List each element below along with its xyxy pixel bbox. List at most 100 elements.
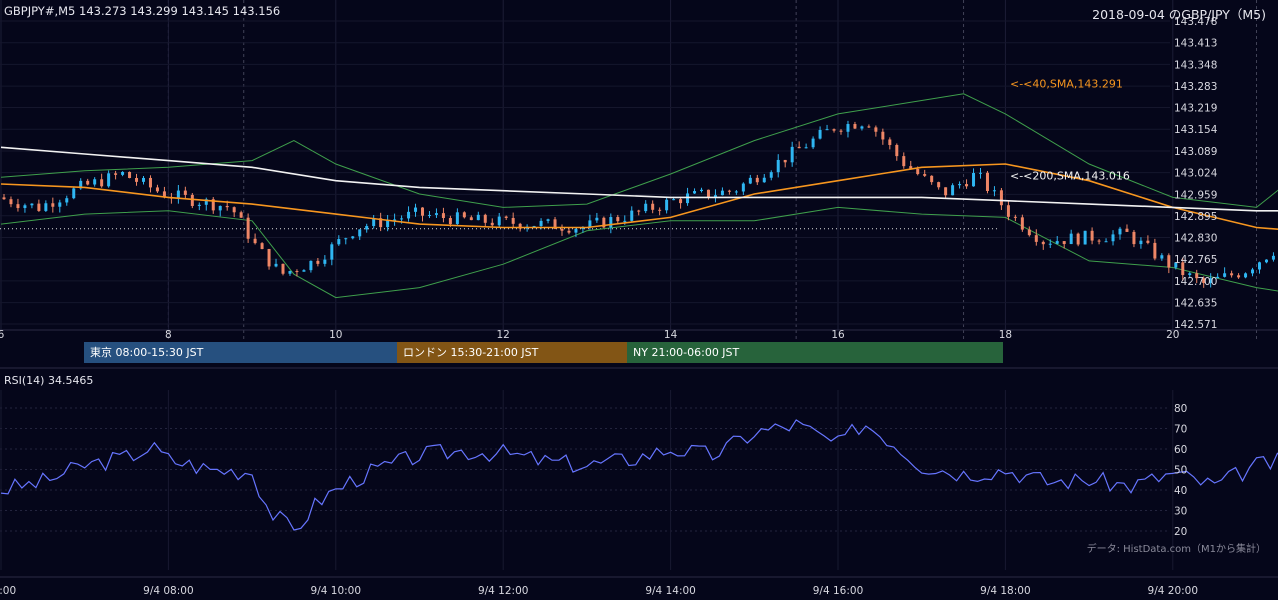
- candle-down: [448, 218, 452, 225]
- candle-down: [853, 124, 857, 129]
- candle-down: [867, 126, 871, 128]
- candle-up: [1055, 241, 1059, 244]
- candle-down: [162, 191, 166, 198]
- candle-up: [574, 228, 578, 233]
- candle-down: [504, 216, 508, 218]
- candle-down: [797, 146, 801, 149]
- price-axis: 143.478 143.413 143.348 143.283 143.219 143.1…: [1174, 16, 1218, 331]
- candle-up: [1139, 240, 1143, 245]
- candle-down: [490, 222, 494, 226]
- candle-down: [567, 230, 571, 233]
- rsi-tick-label: 50: [1174, 465, 1187, 477]
- candle-up: [1264, 259, 1268, 263]
- rsi-tick-label: 30: [1174, 506, 1187, 518]
- candle-down: [1097, 240, 1101, 242]
- candle-up: [176, 190, 180, 199]
- candle-up: [609, 217, 613, 228]
- price-tick-label: 142.700: [1174, 276, 1217, 288]
- rsi-tick-label: 20: [1174, 526, 1187, 538]
- candle-down: [706, 189, 710, 198]
- candle-up: [1118, 228, 1122, 235]
- bollinger-bands: [0, 93, 1278, 299]
- candle-down: [616, 217, 620, 222]
- candle-down: [916, 168, 920, 175]
- candle-down: [679, 199, 683, 204]
- candle-down: [114, 173, 118, 175]
- candle-up: [218, 205, 222, 211]
- candle-up: [769, 172, 773, 178]
- candle-down: [755, 177, 759, 183]
- candle-down: [421, 207, 424, 216]
- candle-up: [818, 129, 822, 139]
- bollinger-band-line: [0, 206, 1278, 299]
- sma-200-line: [0, 146, 1278, 212]
- candle-up: [330, 244, 334, 260]
- candle-up: [476, 214, 480, 221]
- candle-down: [1237, 275, 1241, 278]
- candle-up: [455, 212, 459, 225]
- candle-up: [1160, 255, 1164, 259]
- candle-down: [651, 203, 655, 210]
- candle-down: [441, 213, 445, 219]
- chart-title: 2018-09-04 のGBP/JPY（M5): [1092, 7, 1266, 22]
- sma-labels: <-<40,SMA,143.291 <-<200,SMA,143.016: [1010, 77, 1130, 182]
- candle-up: [427, 214, 431, 216]
- candle-down: [183, 190, 187, 195]
- candle-up: [825, 129, 829, 131]
- candle-up: [434, 213, 438, 215]
- candle-up: [713, 195, 717, 198]
- candle-up: [400, 218, 404, 220]
- candle-up: [693, 191, 697, 194]
- candle-up: [686, 193, 690, 204]
- candle-up: [979, 172, 982, 174]
- candle-up: [741, 183, 745, 192]
- candle-down: [658, 209, 662, 211]
- time-axis-upper: 6810121416182022024: [0, 329, 1179, 341]
- rsi-time-tick-label: 9/4 18:00: [980, 585, 1031, 597]
- candle-up: [588, 220, 592, 228]
- candle-up: [65, 198, 69, 203]
- candle-up: [972, 172, 976, 187]
- candle-up: [958, 184, 962, 186]
- candle-down: [1181, 262, 1185, 276]
- candle-down: [923, 174, 927, 176]
- candle-down: [16, 204, 20, 209]
- candle-down: [1076, 233, 1080, 245]
- candle-up: [372, 218, 376, 227]
- candle-down: [253, 238, 257, 244]
- candle-up: [344, 238, 348, 240]
- price-tick-label: 142.830: [1174, 232, 1217, 244]
- candle-down: [86, 180, 90, 185]
- candle-up: [630, 210, 634, 221]
- candle-down: [1230, 273, 1234, 276]
- candle-up: [1209, 278, 1213, 283]
- rsi-line: [0, 419, 1278, 531]
- candle-down: [1167, 255, 1171, 268]
- rsi-time-tick-label: 9/4 14:00: [645, 585, 696, 597]
- rsi-label: RSI(14) 34.5465: [4, 374, 94, 387]
- rsi-tick-label: 70: [1174, 424, 1187, 436]
- candle-up: [23, 205, 27, 209]
- candle-down: [1153, 242, 1157, 259]
- candle-down: [260, 243, 264, 250]
- candle-up: [497, 216, 501, 226]
- rsi-time-tick-label: 9/4 16:00: [813, 585, 864, 597]
- price-tick-label: 143.154: [1174, 124, 1218, 136]
- candle-up: [1251, 269, 1255, 274]
- candle-up: [623, 220, 627, 222]
- candle-up: [1244, 273, 1248, 278]
- candle-up: [1069, 233, 1073, 245]
- candle-down: [1146, 240, 1150, 243]
- candles: [2, 120, 1275, 288]
- candle-up: [539, 220, 543, 227]
- rsi-time-tick-label: 9/4 20:00: [1148, 585, 1199, 597]
- candle-down: [937, 182, 941, 188]
- candle-up: [720, 190, 724, 196]
- candle-up: [1083, 230, 1087, 245]
- candle-up: [734, 191, 738, 193]
- candle-down: [832, 129, 836, 131]
- candle-down: [909, 166, 913, 169]
- candle-up: [665, 199, 669, 211]
